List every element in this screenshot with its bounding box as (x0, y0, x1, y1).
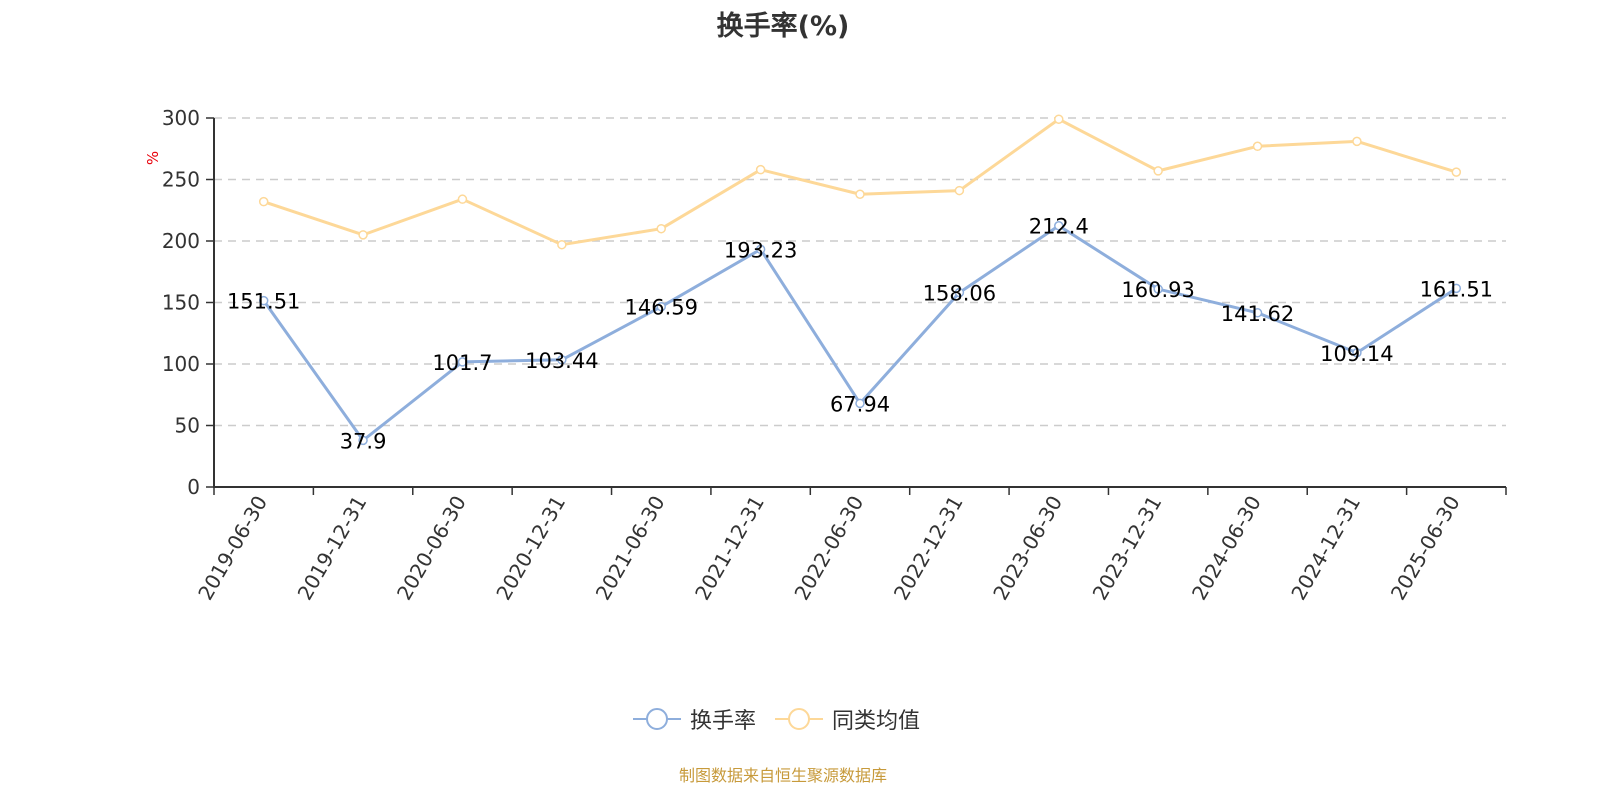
axes: 0 50 100 150 200 250 300 2019-06-30 2019-12-31 20… (162, 106, 1507, 605)
data-point[interactable] (557, 239, 567, 250)
legend-item-turnover[interactable]: 换手率 (632, 703, 756, 735)
data-label: 67.94 (830, 392, 890, 416)
data-point[interactable] (1153, 166, 1163, 176)
y-tick-label: 100 (162, 352, 200, 376)
data-point[interactable] (1352, 348, 1362, 358)
data-point[interactable] (656, 301, 666, 312)
data-point[interactable] (1451, 283, 1462, 294)
data-point[interactable] (258, 295, 269, 306)
x-tick-label: 2025-06-30 (1386, 492, 1465, 605)
chart-title: 换手率(%) (716, 11, 850, 42)
data-point[interactable] (258, 196, 269, 207)
legend-item-peer-average[interactable]: 同类均值 (774, 703, 920, 735)
y-tick-label: 0 (187, 475, 200, 499)
series (258, 114, 1462, 446)
data-point[interactable] (755, 244, 766, 255)
y-unit-label: % (144, 151, 162, 165)
y-tick-label: 200 (162, 229, 200, 253)
data-point[interactable] (656, 223, 666, 234)
data-point[interactable] (358, 230, 368, 240)
data-label: 151.51 (227, 290, 300, 314)
y-tick-label: 150 (162, 291, 200, 315)
data-labels: 151.51 37.9 101.7 103.44 146.59 193.23 67.94 15… (227, 215, 1493, 454)
data-label: 101.7 (432, 351, 492, 375)
data-label: 103.44 (525, 349, 598, 373)
legend-label: 同类均值 (832, 709, 921, 734)
y-tick-label: 300 (162, 106, 200, 130)
legend-line-circle-icon (775, 708, 824, 730)
data-label: 37.9 (340, 429, 387, 453)
peer-average-line (263, 117, 1457, 247)
data-point[interactable] (954, 287, 965, 298)
data-label: 109.14 (1320, 342, 1393, 366)
x-tick-label: 2024-12-31 (1286, 492, 1365, 605)
data-point[interactable] (557, 355, 567, 365)
data-label: 193.23 (724, 238, 797, 262)
data-point[interactable] (855, 189, 865, 200)
data-label: 160.93 (1121, 278, 1194, 302)
y-tick-label: 250 (162, 168, 200, 192)
data-point[interactable] (855, 398, 865, 409)
legend-line-circle-icon (633, 708, 681, 730)
data-point[interactable] (1054, 114, 1064, 124)
x-tick-label: 2020-12-31 (491, 492, 570, 605)
data-point[interactable] (1153, 284, 1163, 294)
x-tick-label: 2023-06-30 (988, 492, 1067, 605)
x-tick-label: 2019-06-30 (193, 492, 272, 605)
x-tick-label: 2023-12-31 (1088, 492, 1167, 605)
x-tick-label: 2024-06-30 (1187, 492, 1266, 605)
x-tick-label: 2022-12-31 (889, 492, 968, 605)
data-point[interactable] (457, 357, 468, 367)
data-point[interactable] (1252, 141, 1263, 152)
data-point[interactable] (1451, 167, 1462, 177)
data-point[interactable] (457, 194, 468, 204)
x-tick-label: 2022-06-30 (789, 492, 868, 605)
data-label: 161.51 (1420, 277, 1493, 301)
data-label: 146.59 (624, 296, 697, 320)
data-label: 158.06 (923, 282, 996, 306)
data-point[interactable] (1352, 136, 1362, 147)
grid-lines (214, 117, 1506, 427)
data-point[interactable] (954, 185, 965, 196)
data-label: 141.62 (1221, 302, 1294, 326)
legend: 换手率 同类均值 (632, 703, 938, 735)
x-tick-label: 2021-12-31 (690, 492, 769, 605)
legend-label: 换手率 (690, 709, 757, 734)
x-tick-label: 2021-06-30 (591, 492, 670, 605)
data-source-note: 制图数据来自恒生聚源数据库 (678, 766, 887, 785)
data-point[interactable] (1252, 308, 1263, 318)
data-point[interactable] (755, 164, 766, 175)
x-tick-label: 2019-12-31 (293, 492, 372, 605)
data-point[interactable] (1054, 220, 1064, 231)
data-label: 212.4 (1029, 215, 1089, 239)
y-tick-label: 50 (175, 414, 200, 438)
x-tick-label: 2020-06-30 (392, 492, 471, 605)
data-point[interactable] (358, 435, 368, 446)
